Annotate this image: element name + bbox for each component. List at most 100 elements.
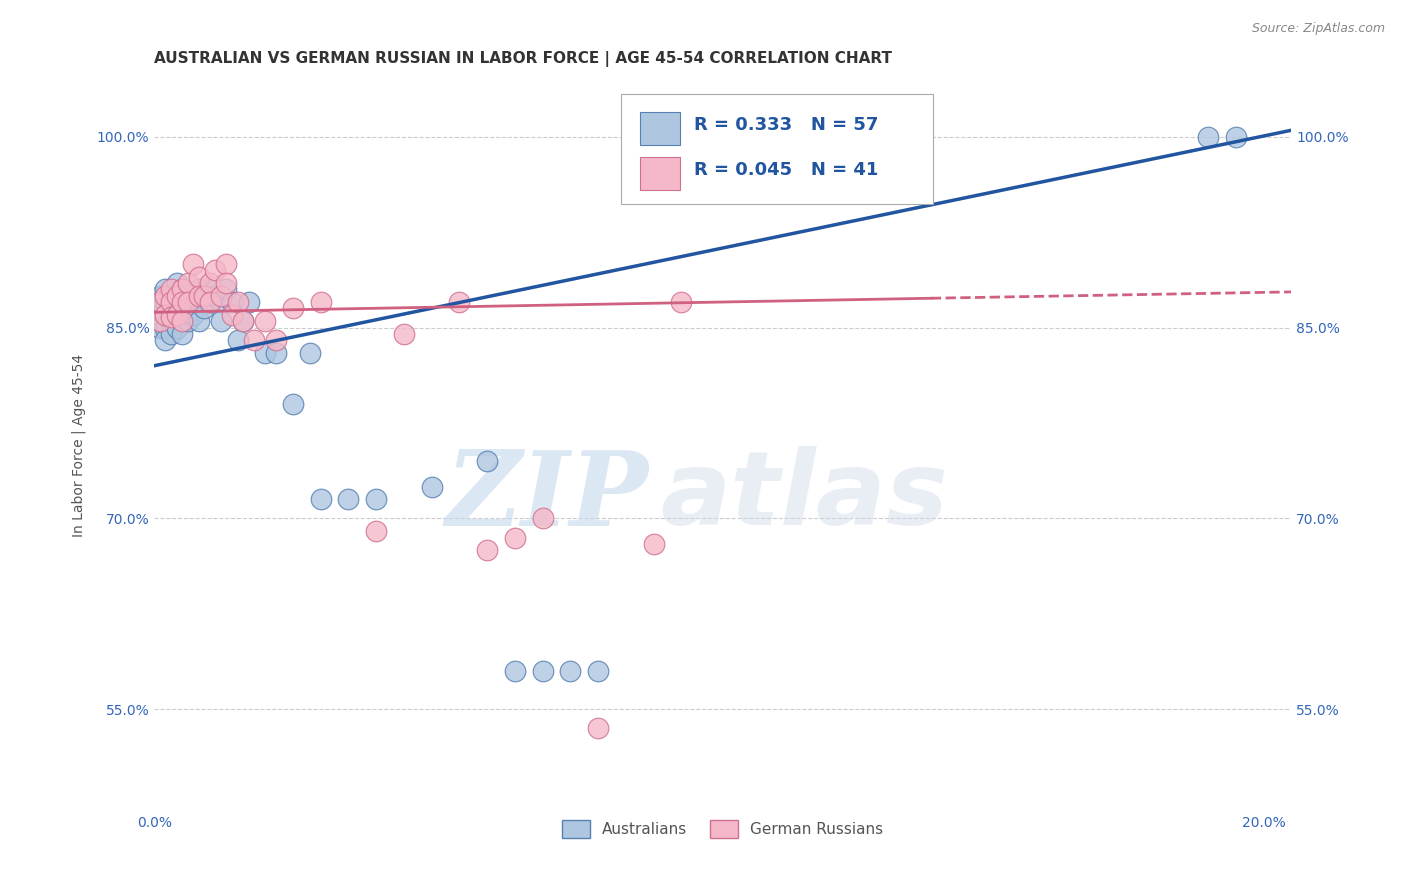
Point [586, 722, 609, 736]
Point [155, 308, 177, 322]
Text: R = 0.333   N = 57: R = 0.333 N = 57 [695, 116, 879, 134]
Point [166, 308, 188, 322]
Point [198, 295, 221, 310]
Point [1197, 129, 1219, 144]
Legend: Australians, German Russians: Australians, German Russians [557, 814, 890, 844]
Point [187, 269, 209, 284]
Bar [640, 157, 679, 190]
Point [181, 308, 204, 322]
Point [149, 295, 172, 310]
Point [160, 289, 183, 303]
Point [204, 263, 226, 277]
Point [531, 511, 554, 525]
Point [176, 314, 198, 328]
Point [170, 326, 193, 341]
Point [181, 289, 204, 303]
Point [170, 314, 193, 328]
Point [215, 257, 238, 271]
Point [226, 333, 249, 347]
Point [155, 320, 177, 334]
Text: ZIP: ZIP [446, 446, 650, 548]
Point [155, 308, 177, 322]
Point [309, 492, 332, 507]
FancyBboxPatch shape [620, 94, 934, 203]
Point [204, 289, 226, 303]
Point [166, 320, 188, 334]
Point [298, 346, 321, 360]
Point [221, 308, 243, 322]
Point [198, 295, 221, 310]
Point [149, 308, 172, 322]
Point [176, 295, 198, 310]
Point [198, 276, 221, 290]
Point [475, 543, 498, 558]
Point [181, 257, 204, 271]
Point [149, 289, 172, 303]
Point [281, 301, 304, 316]
Point [170, 308, 193, 322]
Point [671, 295, 693, 310]
Point [198, 282, 221, 296]
Point [560, 664, 582, 678]
Point [420, 480, 443, 494]
Point [503, 531, 526, 545]
Point [238, 295, 260, 310]
Point [187, 289, 209, 303]
Point [226, 295, 249, 310]
Point [176, 276, 198, 290]
Text: R = 0.045   N = 41: R = 0.045 N = 41 [695, 161, 879, 179]
Point [366, 524, 388, 538]
Point [160, 314, 183, 328]
Point [209, 314, 232, 328]
Point [193, 289, 215, 303]
Point [187, 282, 209, 296]
Point [160, 282, 183, 296]
Point [193, 301, 215, 316]
Text: AUSTRALIAN VS GERMAN RUSSIAN IN LABOR FORCE | AGE 45-54 CORRELATION CHART: AUSTRALIAN VS GERMAN RUSSIAN IN LABOR FO… [155, 51, 893, 67]
Point [232, 314, 254, 328]
Point [160, 295, 183, 310]
Point [281, 397, 304, 411]
Y-axis label: In Labor Force | Age 45-54: In Labor Force | Age 45-54 [72, 354, 86, 537]
Point [166, 289, 188, 303]
Point [166, 308, 188, 322]
Point [176, 301, 198, 316]
Point [366, 492, 388, 507]
Point [155, 333, 177, 347]
Point [215, 282, 238, 296]
Point [337, 492, 360, 507]
Point [531, 664, 554, 678]
Point [221, 295, 243, 310]
Point [160, 295, 183, 310]
Point [209, 289, 232, 303]
Point [309, 295, 332, 310]
Point [449, 295, 471, 310]
Point [254, 314, 277, 328]
Point [586, 664, 609, 678]
Text: Source: ZipAtlas.com: Source: ZipAtlas.com [1251, 22, 1385, 36]
Point [170, 295, 193, 310]
Point [166, 289, 188, 303]
Point [266, 346, 288, 360]
Point [160, 310, 183, 325]
Point [1225, 129, 1247, 144]
Point [149, 314, 172, 328]
Point [149, 320, 172, 334]
Point [170, 282, 193, 296]
Point [475, 454, 498, 468]
Point [187, 295, 209, 310]
Text: atlas: atlas [661, 446, 948, 547]
Point [170, 282, 193, 296]
Point [166, 276, 188, 290]
Point [643, 537, 665, 551]
Point [170, 295, 193, 310]
Point [232, 314, 254, 328]
Point [176, 289, 198, 303]
Point [187, 314, 209, 328]
Point [254, 346, 277, 360]
Point [215, 276, 238, 290]
Point [160, 301, 183, 316]
Point [503, 664, 526, 678]
Point [266, 333, 288, 347]
Point [209, 295, 232, 310]
